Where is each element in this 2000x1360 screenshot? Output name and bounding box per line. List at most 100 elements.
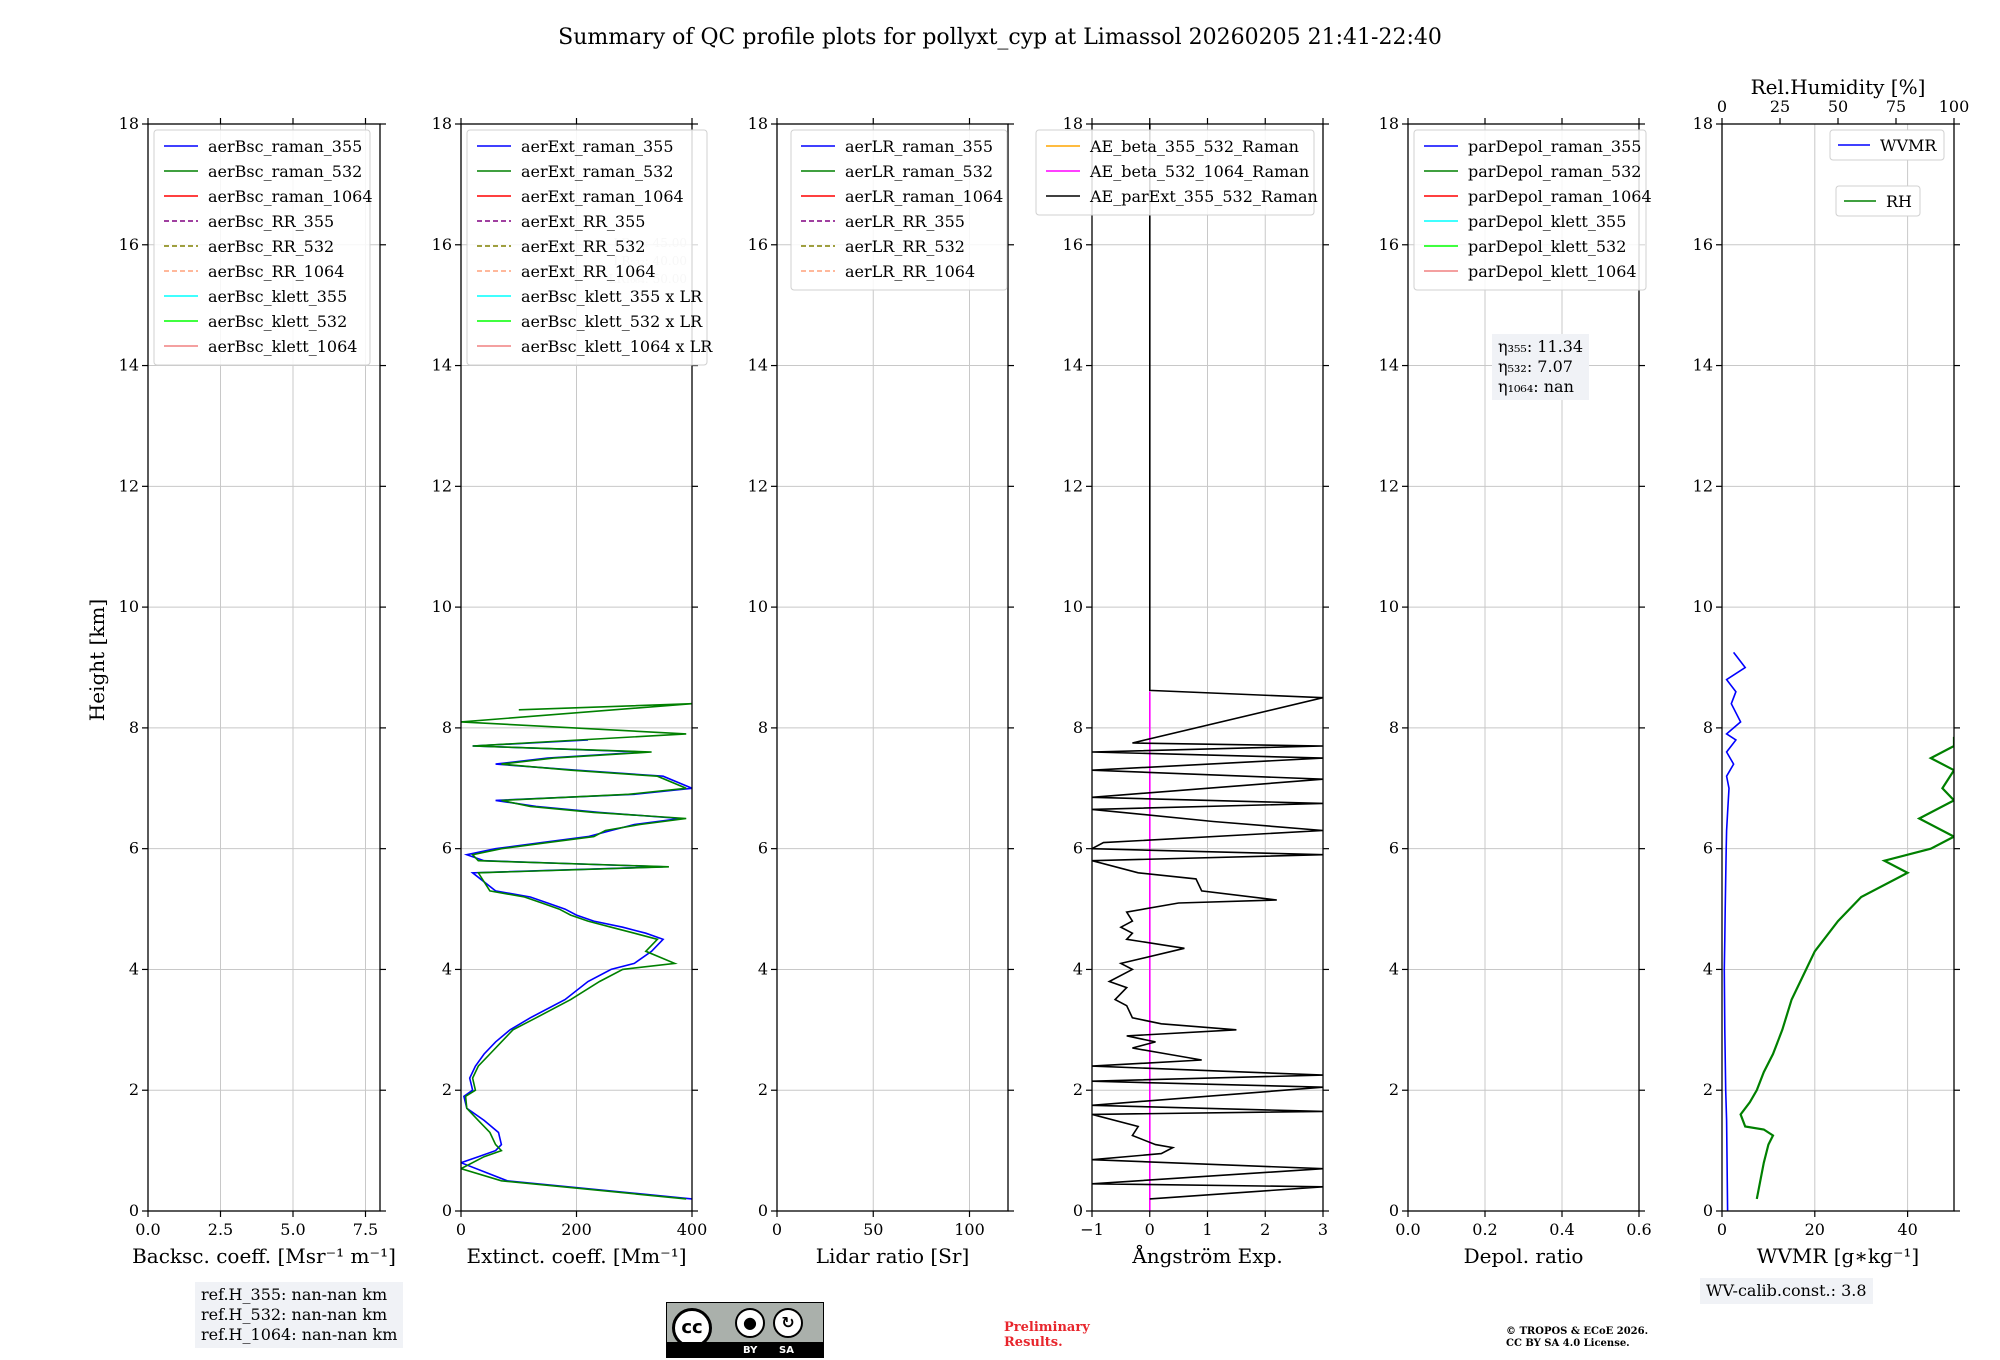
- y-tick-label-wv-4: 4: [1703, 959, 1713, 978]
- y-tick-label-ext-2: 2: [442, 1080, 452, 1099]
- legend-box-ext: [466, 129, 708, 366]
- refH-355: ref.H_355: nan-nan km: [201, 1285, 388, 1304]
- legend-box-ae: [1035, 129, 1315, 216]
- y-tick-label-ext-18: 18: [432, 114, 452, 133]
- y-tick-label-lr-14: 14: [748, 356, 768, 375]
- legend-box-bsc: [153, 129, 371, 366]
- axes-frame-ext: [460, 123, 693, 1212]
- y-tick-label-bsc-10: 10: [119, 597, 139, 616]
- legend-label-lr-aerLR_RR_1064: aerLR_RR_1064: [845, 262, 975, 281]
- legend-label-lr-aerLR_RR_532: aerLR_RR_532: [845, 237, 965, 256]
- legend-label-bsc-aerBsc_raman_1064: aerBsc_raman_1064: [208, 187, 373, 206]
- axes-frame-bsc: [147, 123, 381, 1212]
- series-line-ext-aerExt_raman_532: [461, 702, 692, 1200]
- legend-label-ext-aerBsc_klett_355 x LR: aerBsc_klett_355 x LR: [521, 287, 703, 306]
- legend-label-ae-AE_beta_355_532_Raman: AE_beta_355_532_Raman: [1089, 137, 1299, 156]
- legend-label-bsc-aerBsc_klett_532: aerBsc_klett_532: [208, 312, 347, 331]
- y-tick-label-wv-10: 10: [1693, 597, 1713, 616]
- y-tick-label-bsc-8: 8: [129, 718, 139, 737]
- x-tick-label-ext-200: 200: [561, 1220, 592, 1239]
- legend-label-ext-aerExt_RR_1064: aerExt_RR_1064: [521, 262, 656, 281]
- y-tick-label-ext-4: 4: [442, 959, 452, 978]
- legend-label-depol-parDepol_klett_1064: parDepol_klett_1064: [1468, 262, 1637, 281]
- y-tick-label-depol-16: 16: [1379, 235, 1399, 254]
- top-x-tick-label-100: 100: [1939, 97, 1970, 116]
- y-tick-label-lr-6: 6: [758, 839, 768, 858]
- y-tick-label-depol-18: 18: [1379, 114, 1399, 133]
- eta-1064: η₁₀₆₄: nan: [1498, 377, 1574, 396]
- y-tick-label-bsc-2: 2: [129, 1080, 139, 1099]
- y-tick-label-lr-12: 12: [748, 476, 768, 495]
- reference-height-box: ref.H_355: nan-nan km ref.H_532: nan-nan…: [195, 1282, 404, 1348]
- legend-box-depol: [1413, 129, 1647, 291]
- legend-box-lr: [790, 129, 1008, 291]
- copyright-line-2: CC BY SA 4.0 License.: [1506, 1338, 1630, 1349]
- eta-532: η₅₃₂: 7.07: [1498, 357, 1573, 376]
- top-x-tick-label-0: 0: [1717, 97, 1727, 116]
- series-line-ae-AE_parExt_355_532_Raman: [1092, 124, 1323, 1200]
- legend-label-bsc-aerBsc_klett_355: aerBsc_klett_355: [208, 287, 347, 306]
- axes-frame-lr: [776, 123, 1009, 1212]
- y-tick-label-lr-10: 10: [748, 597, 768, 616]
- x-axis-label-ext: Extinct. coeff. [Mm⁻¹]: [466, 1244, 686, 1268]
- y-tick-label-lr-4: 4: [758, 959, 768, 978]
- panel-depol: 0 2 4 6 8 10 12 14 16 18 0.0 0.2 0.4 0.6 Depol. ratio p…: [1379, 114, 1652, 1268]
- legend-label-lr-aerLR_raman_1064: aerLR_raman_1064: [845, 187, 1003, 206]
- x-tick-label-bsc-5.0: 5.0: [280, 1220, 305, 1239]
- x-tick-label-wv-0: 0: [1717, 1220, 1727, 1239]
- legend-label-ext-aerBsc_klett_1064 x LR: aerBsc_klett_1064 x LR: [521, 337, 713, 356]
- series-line-wv-RH: [1739, 736, 1954, 1200]
- legend-label-ext-aerExt_RR_355: aerExt_RR_355: [521, 212, 645, 231]
- y-tick-label-lr-8: 8: [758, 718, 768, 737]
- y-tick-label-ext-14: 14: [432, 356, 452, 375]
- y-tick-label-bsc-12: 12: [119, 476, 139, 495]
- copyright-note: © TROPOS & ECoE 2026. CC BY SA 4.0 Licen…: [1506, 1326, 1648, 1350]
- legend-label-ae-AE_beta_532_1064_Raman: AE_beta_532_1064_Raman: [1089, 162, 1309, 181]
- legend-label-bsc-aerBsc_raman_532: aerBsc_raman_532: [208, 162, 362, 181]
- y-tick-label-bsc-16: 16: [119, 235, 139, 254]
- y-tick-label-ae-14: 14: [1063, 356, 1083, 375]
- legend-label-wv-WVMR: WVMR: [1880, 136, 1937, 155]
- refH-1064: ref.H_1064: nan-nan km: [201, 1325, 398, 1344]
- y-tick-label-lr-0: 0: [758, 1201, 768, 1220]
- y-tick-label-ae-4: 4: [1073, 959, 1083, 978]
- wv-calibration-text: WV-calib.const.: 3.8: [1706, 1281, 1867, 1300]
- y-tick-label-depol-4: 4: [1389, 959, 1399, 978]
- legend-label-lr-aerLR_raman_532: aerLR_raman_532: [845, 162, 993, 181]
- x-tick-label-lr-50: 50: [863, 1220, 883, 1239]
- preliminary-line-2: Results.: [1004, 1335, 1063, 1350]
- x-axis-label-ae: Ångström Exp.: [1131, 1243, 1282, 1268]
- panel-bsc: 0 2 4 6 8 10 12 14 16 18 0.0 2.5 5.0 7.5 Backsc. coeff…: [119, 114, 396, 1268]
- y-tick-label-ae-18: 18: [1063, 114, 1083, 133]
- legend-label-depol-parDepol_raman_532: parDepol_raman_532: [1468, 162, 1641, 181]
- legend-label-ext-aerExt_raman_532: aerExt_raman_532: [521, 162, 674, 181]
- panel-ext: 0 2 4 6 8 10 12 14 16 18 0 200 400 Extinct. coeff. [M…: [432, 114, 714, 1268]
- legend-label-ext-aerBsc_klett_532 x LR: aerBsc_klett_532 x LR: [521, 312, 703, 331]
- panel-lr: 0 2 4 6 8 10 12 14 16 18 0 50 100 Lidar ratio [Sr] aer…: [748, 114, 1014, 1268]
- y-tick-label-wv-16: 16: [1693, 235, 1713, 254]
- legend-label-wv-RH: RH: [1886, 192, 1912, 211]
- y-tick-label-bsc-14: 14: [119, 356, 139, 375]
- series-group-wv: [1723, 651, 1954, 1211]
- y-tick-label-depol-10: 10: [1379, 597, 1399, 616]
- x-tick-label-lr-100: 100: [954, 1220, 985, 1239]
- legend-label-depol-parDepol_klett_532: parDepol_klett_532: [1468, 237, 1626, 256]
- x-tick-label-depol-0.4: 0.4: [1549, 1220, 1574, 1239]
- preliminary-line-1: Preliminary: [1004, 1320, 1090, 1335]
- y-tick-label-bsc-0: 0: [129, 1201, 139, 1220]
- y-tick-label-depol-6: 6: [1389, 839, 1399, 858]
- copyright-line-1: © TROPOS & ECoE 2026.: [1506, 1326, 1649, 1337]
- y-tick-label-ae-2: 2: [1073, 1080, 1083, 1099]
- x-tick-label-ae-2: 2: [1260, 1220, 1270, 1239]
- legend-label-lr-aerLR_raman_355: aerLR_raman_355: [845, 137, 993, 156]
- y-tick-label-wv-6: 6: [1703, 839, 1713, 858]
- axes-frame-depol: [1407, 123, 1640, 1212]
- y-tick-label-lr-2: 2: [758, 1080, 768, 1099]
- x-tick-label-depol-0.2: 0.2: [1472, 1220, 1497, 1239]
- x-tick-label-ae-3: 3: [1318, 1220, 1328, 1239]
- y-tick-label-ext-16: 16: [432, 235, 452, 254]
